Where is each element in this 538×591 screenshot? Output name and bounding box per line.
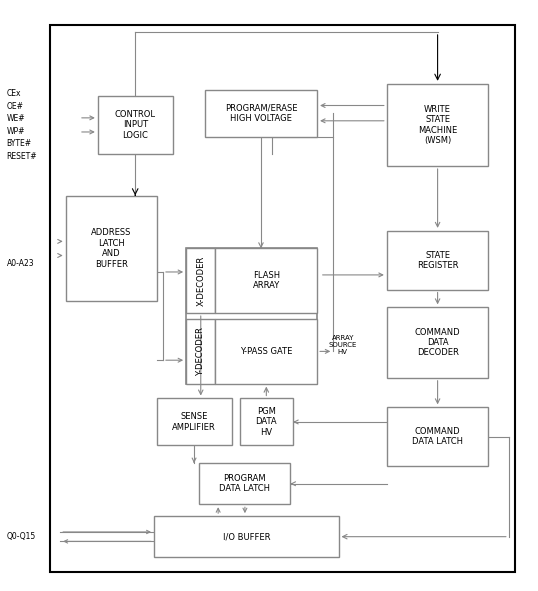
Bar	[49, 25, 515, 572]
Text: STATE
REGISTER: STATE REGISTER	[417, 251, 458, 270]
Text: X-DECODER: X-DECODER	[196, 256, 206, 306]
Bar	[216, 248, 317, 313]
Bar	[205, 90, 317, 137]
Text: COMMAND
DATA LATCH: COMMAND DATA LATCH	[412, 427, 463, 446]
Bar	[387, 84, 489, 166]
Text: PROGRAM
DATA LATCH: PROGRAM DATA LATCH	[220, 474, 271, 493]
Text: CEx
OE#
WE#
WP#
BYTE#
RESET#: CEx OE# WE# WP# BYTE# RESET#	[7, 89, 37, 161]
Bar	[216, 319, 317, 384]
Bar	[186, 319, 216, 384]
Bar	[186, 248, 216, 313]
Text: SENSE
AMPLIFIER: SENSE AMPLIFIER	[172, 413, 216, 431]
Bar	[66, 196, 157, 301]
Bar	[200, 463, 291, 504]
Bar	[154, 516, 338, 557]
Text: Y-DECODER: Y-DECODER	[196, 327, 206, 376]
Text: PGM
DATA
HV: PGM DATA HV	[256, 407, 277, 437]
Bar	[387, 231, 489, 290]
Bar	[98, 96, 173, 154]
Text: CONTROL
INPUT
LOGIC: CONTROL INPUT LOGIC	[115, 110, 155, 140]
Bar	[387, 307, 489, 378]
Text: Q0-Q15: Q0-Q15	[7, 532, 36, 541]
Text: I/O BUFFER: I/O BUFFER	[223, 532, 270, 541]
Text: PROGRAM/ERASE
HIGH VOLTAGE: PROGRAM/ERASE HIGH VOLTAGE	[225, 103, 297, 123]
Bar	[186, 248, 317, 384]
Text: Y-PASS GATE: Y-PASS GATE	[240, 347, 293, 356]
Text: A0-A23: A0-A23	[7, 259, 34, 268]
Bar	[387, 407, 489, 466]
Bar	[239, 398, 293, 446]
Text: ARRAY
SOURCE
HV: ARRAY SOURCE HV	[329, 336, 357, 356]
Text: WRITE
STATE
MACHINE
(WSM): WRITE STATE MACHINE (WSM)	[418, 105, 457, 145]
Text: FLASH
ARRAY: FLASH ARRAY	[253, 271, 280, 291]
Text: ADDRESS
LATCH
AND
BUFFER: ADDRESS LATCH AND BUFFER	[91, 228, 131, 268]
Bar	[157, 398, 231, 446]
Text: COMMAND
DATA
DECODER: COMMAND DATA DECODER	[415, 327, 461, 358]
